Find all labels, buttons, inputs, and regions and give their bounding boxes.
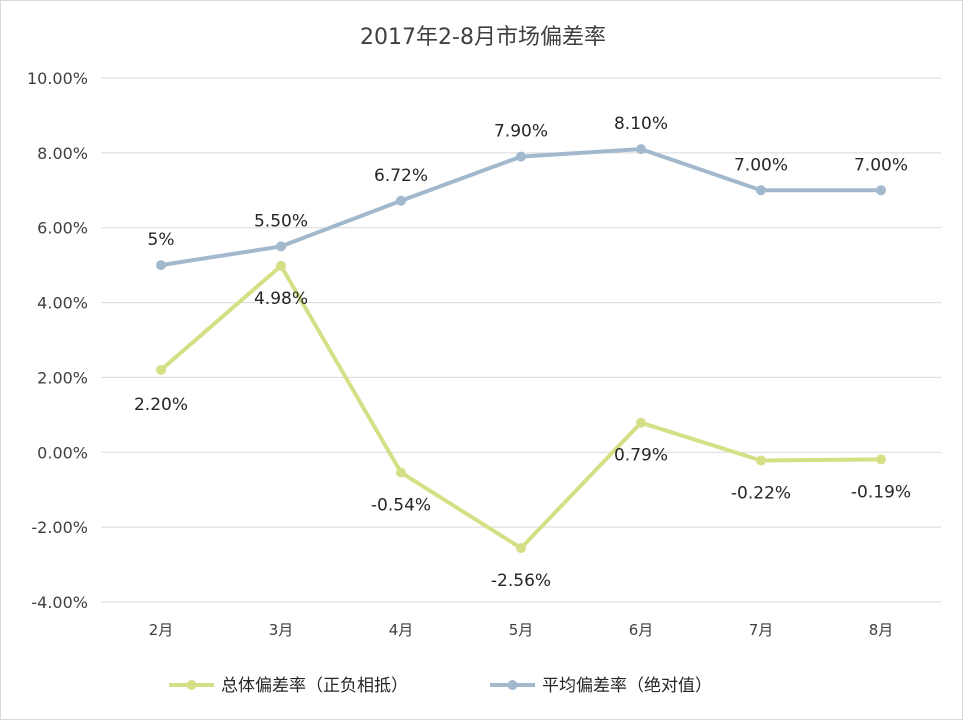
legend-label: 平均偏差率（绝对值）: [542, 676, 712, 696]
x-tick-label: 2月: [149, 621, 174, 639]
data-label: -0.54%: [371, 495, 431, 515]
data-point: [876, 185, 886, 196]
x-tick-label: 5月: [509, 621, 534, 639]
series-layer: [156, 144, 886, 554]
data-label: 5.50%: [254, 211, 308, 231]
y-tick-label: 10.00%: [27, 69, 88, 88]
y-tick-label: -4.00%: [31, 593, 88, 612]
data-label: -2.56%: [491, 571, 551, 591]
data-label: 5%: [148, 230, 175, 250]
y-tick-label: 0.00%: [37, 443, 88, 462]
data-point: [636, 417, 646, 428]
x-tick-label: 8月: [869, 621, 894, 639]
data-point: [876, 454, 886, 465]
data-label: 4.98%: [254, 289, 308, 309]
y-tick-label: -2.00%: [31, 518, 88, 537]
data-labels: 2.20% 4.98% -0.54% -2.56% 0.79% -0.22% -0.19% 5…: [134, 114, 911, 591]
data-point: [756, 455, 766, 466]
legend-marker: [186, 680, 197, 690]
y-axis-ticks: -4.00% -2.00% 0.00% 2.00% 4.00% 6.00% 8.00% 10.…: [27, 69, 88, 612]
data-point: [396, 467, 406, 478]
data-label: 6.72%: [374, 166, 428, 186]
x-tick-label: 3月: [269, 621, 294, 639]
data-label: 2.20%: [134, 395, 188, 415]
data-label: 8.10%: [614, 114, 668, 134]
data-label: 7.00%: [734, 155, 788, 175]
data-label: -0.19%: [851, 482, 911, 502]
data-point: [516, 543, 526, 554]
data-label: 0.79%: [614, 446, 668, 466]
x-tick-label: 4月: [389, 621, 414, 639]
data-point: [396, 195, 406, 206]
data-label: 7.90%: [494, 122, 548, 142]
x-tick-label: 6月: [629, 621, 654, 639]
y-tick-label: 6.00%: [37, 219, 88, 238]
chart-title: 2017年2-8月市场偏差率: [360, 25, 606, 50]
data-point: [636, 144, 646, 155]
legend-marker: [507, 680, 518, 690]
data-point: [156, 364, 166, 375]
legend-label: 总体偏差率（正负相抵）: [221, 676, 408, 696]
data-point: [276, 260, 286, 271]
y-tick-label: 2.00%: [37, 368, 88, 387]
x-tick-label: 7月: [749, 621, 774, 639]
x-axis-ticks: 2月 3月 4月 5月 6月 7月 8月: [149, 621, 894, 639]
y-tick-label: 8.00%: [37, 144, 88, 163]
data-point: [516, 151, 526, 162]
data-point: [276, 241, 286, 252]
y-tick-label: 4.00%: [37, 294, 88, 313]
data-point: [156, 260, 166, 271]
data-point: [756, 185, 766, 196]
data-label: -0.22%: [731, 484, 791, 504]
data-label: 7.00%: [854, 155, 908, 175]
legend: 总体偏差率（正负相抵） 平均偏差率（绝对值）: [169, 676, 712, 696]
